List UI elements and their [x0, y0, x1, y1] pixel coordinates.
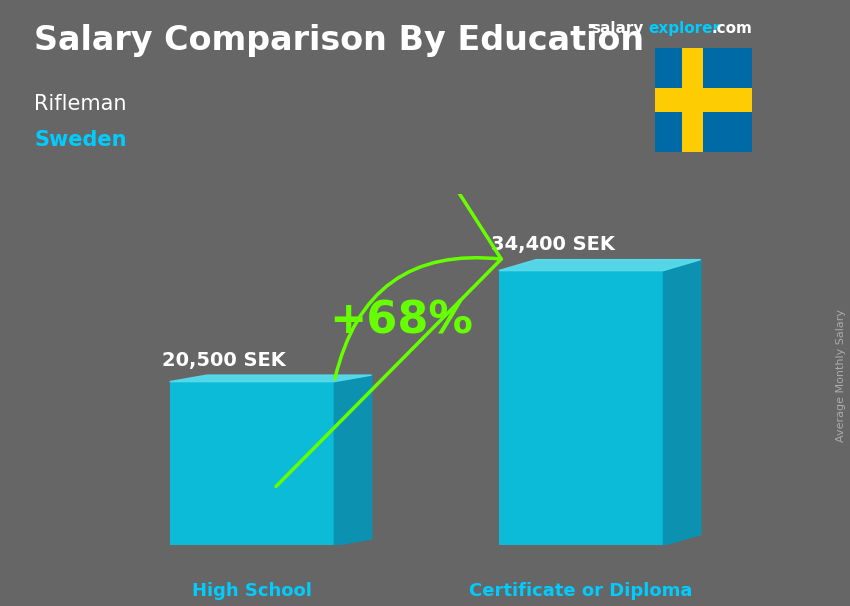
Text: .com: .com — [711, 21, 752, 36]
Text: 34,400 SEK: 34,400 SEK — [491, 235, 615, 255]
Bar — [654, 88, 752, 112]
Text: High School: High School — [192, 582, 312, 600]
Polygon shape — [170, 375, 371, 382]
Text: Average Monthly Salary: Average Monthly Salary — [836, 309, 846, 442]
FancyBboxPatch shape — [649, 43, 757, 157]
Polygon shape — [334, 375, 371, 545]
Bar — [170, 382, 334, 545]
Text: salary: salary — [591, 21, 643, 36]
Text: Salary Comparison By Education: Salary Comparison By Education — [34, 24, 644, 57]
FancyArrowPatch shape — [276, 0, 502, 487]
Text: Rifleman: Rifleman — [34, 94, 127, 114]
Polygon shape — [499, 259, 700, 271]
Text: +68%: +68% — [330, 299, 473, 342]
Text: explorer: explorer — [649, 21, 721, 36]
Bar — [682, 48, 703, 152]
Text: 20,500 SEK: 20,500 SEK — [162, 351, 286, 370]
Bar — [499, 271, 663, 545]
Text: Certificate or Diploma: Certificate or Diploma — [469, 582, 693, 600]
Text: Sweden: Sweden — [34, 130, 127, 150]
Polygon shape — [663, 259, 700, 545]
